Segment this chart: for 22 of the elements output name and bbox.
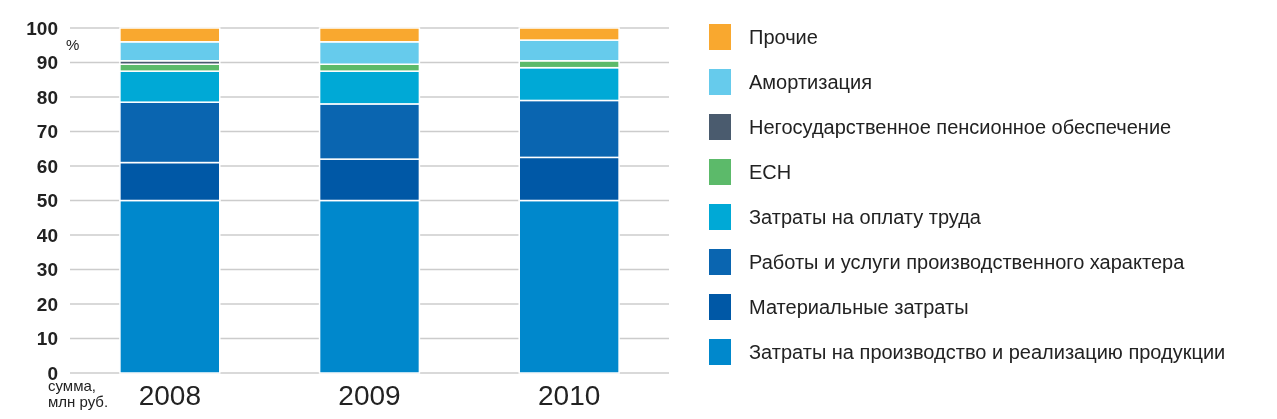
y-tick-label: 30: [36, 259, 58, 281]
y-tick-label: 70: [36, 121, 58, 143]
y-tick-label: 90: [36, 52, 58, 74]
y-tick-label: 60: [36, 155, 58, 177]
y-tick-label: 40: [36, 224, 58, 246]
legend-label: Работы и услуги производственного характера: [749, 251, 1186, 273]
legend-label: ЕСН: [749, 161, 792, 183]
y-tick-label: 20: [36, 293, 58, 315]
x-tick-label: 2008: [138, 380, 201, 411]
legend-label: Негосударственное пенсионное обеспечение: [749, 116, 1172, 138]
legend-label: Затраты на оплату труда: [749, 206, 982, 228]
y-tick-label: 80: [36, 86, 58, 108]
legend-label: Затраты на производство и реализацию продукции: [749, 341, 1226, 363]
y-tick-label: 50: [36, 190, 58, 212]
legend-label: Материальные затраты: [749, 296, 969, 318]
x-tick-label: 2009: [338, 380, 401, 411]
x-tick-label: 2010: [538, 380, 601, 411]
y-tick-label: 100: [26, 17, 58, 39]
y-axis-title: %: [66, 36, 80, 53]
y-tick-label: 10: [36, 328, 58, 350]
legend-label: Прочие: [749, 26, 818, 48]
legend-label: Амортизация: [749, 71, 872, 93]
